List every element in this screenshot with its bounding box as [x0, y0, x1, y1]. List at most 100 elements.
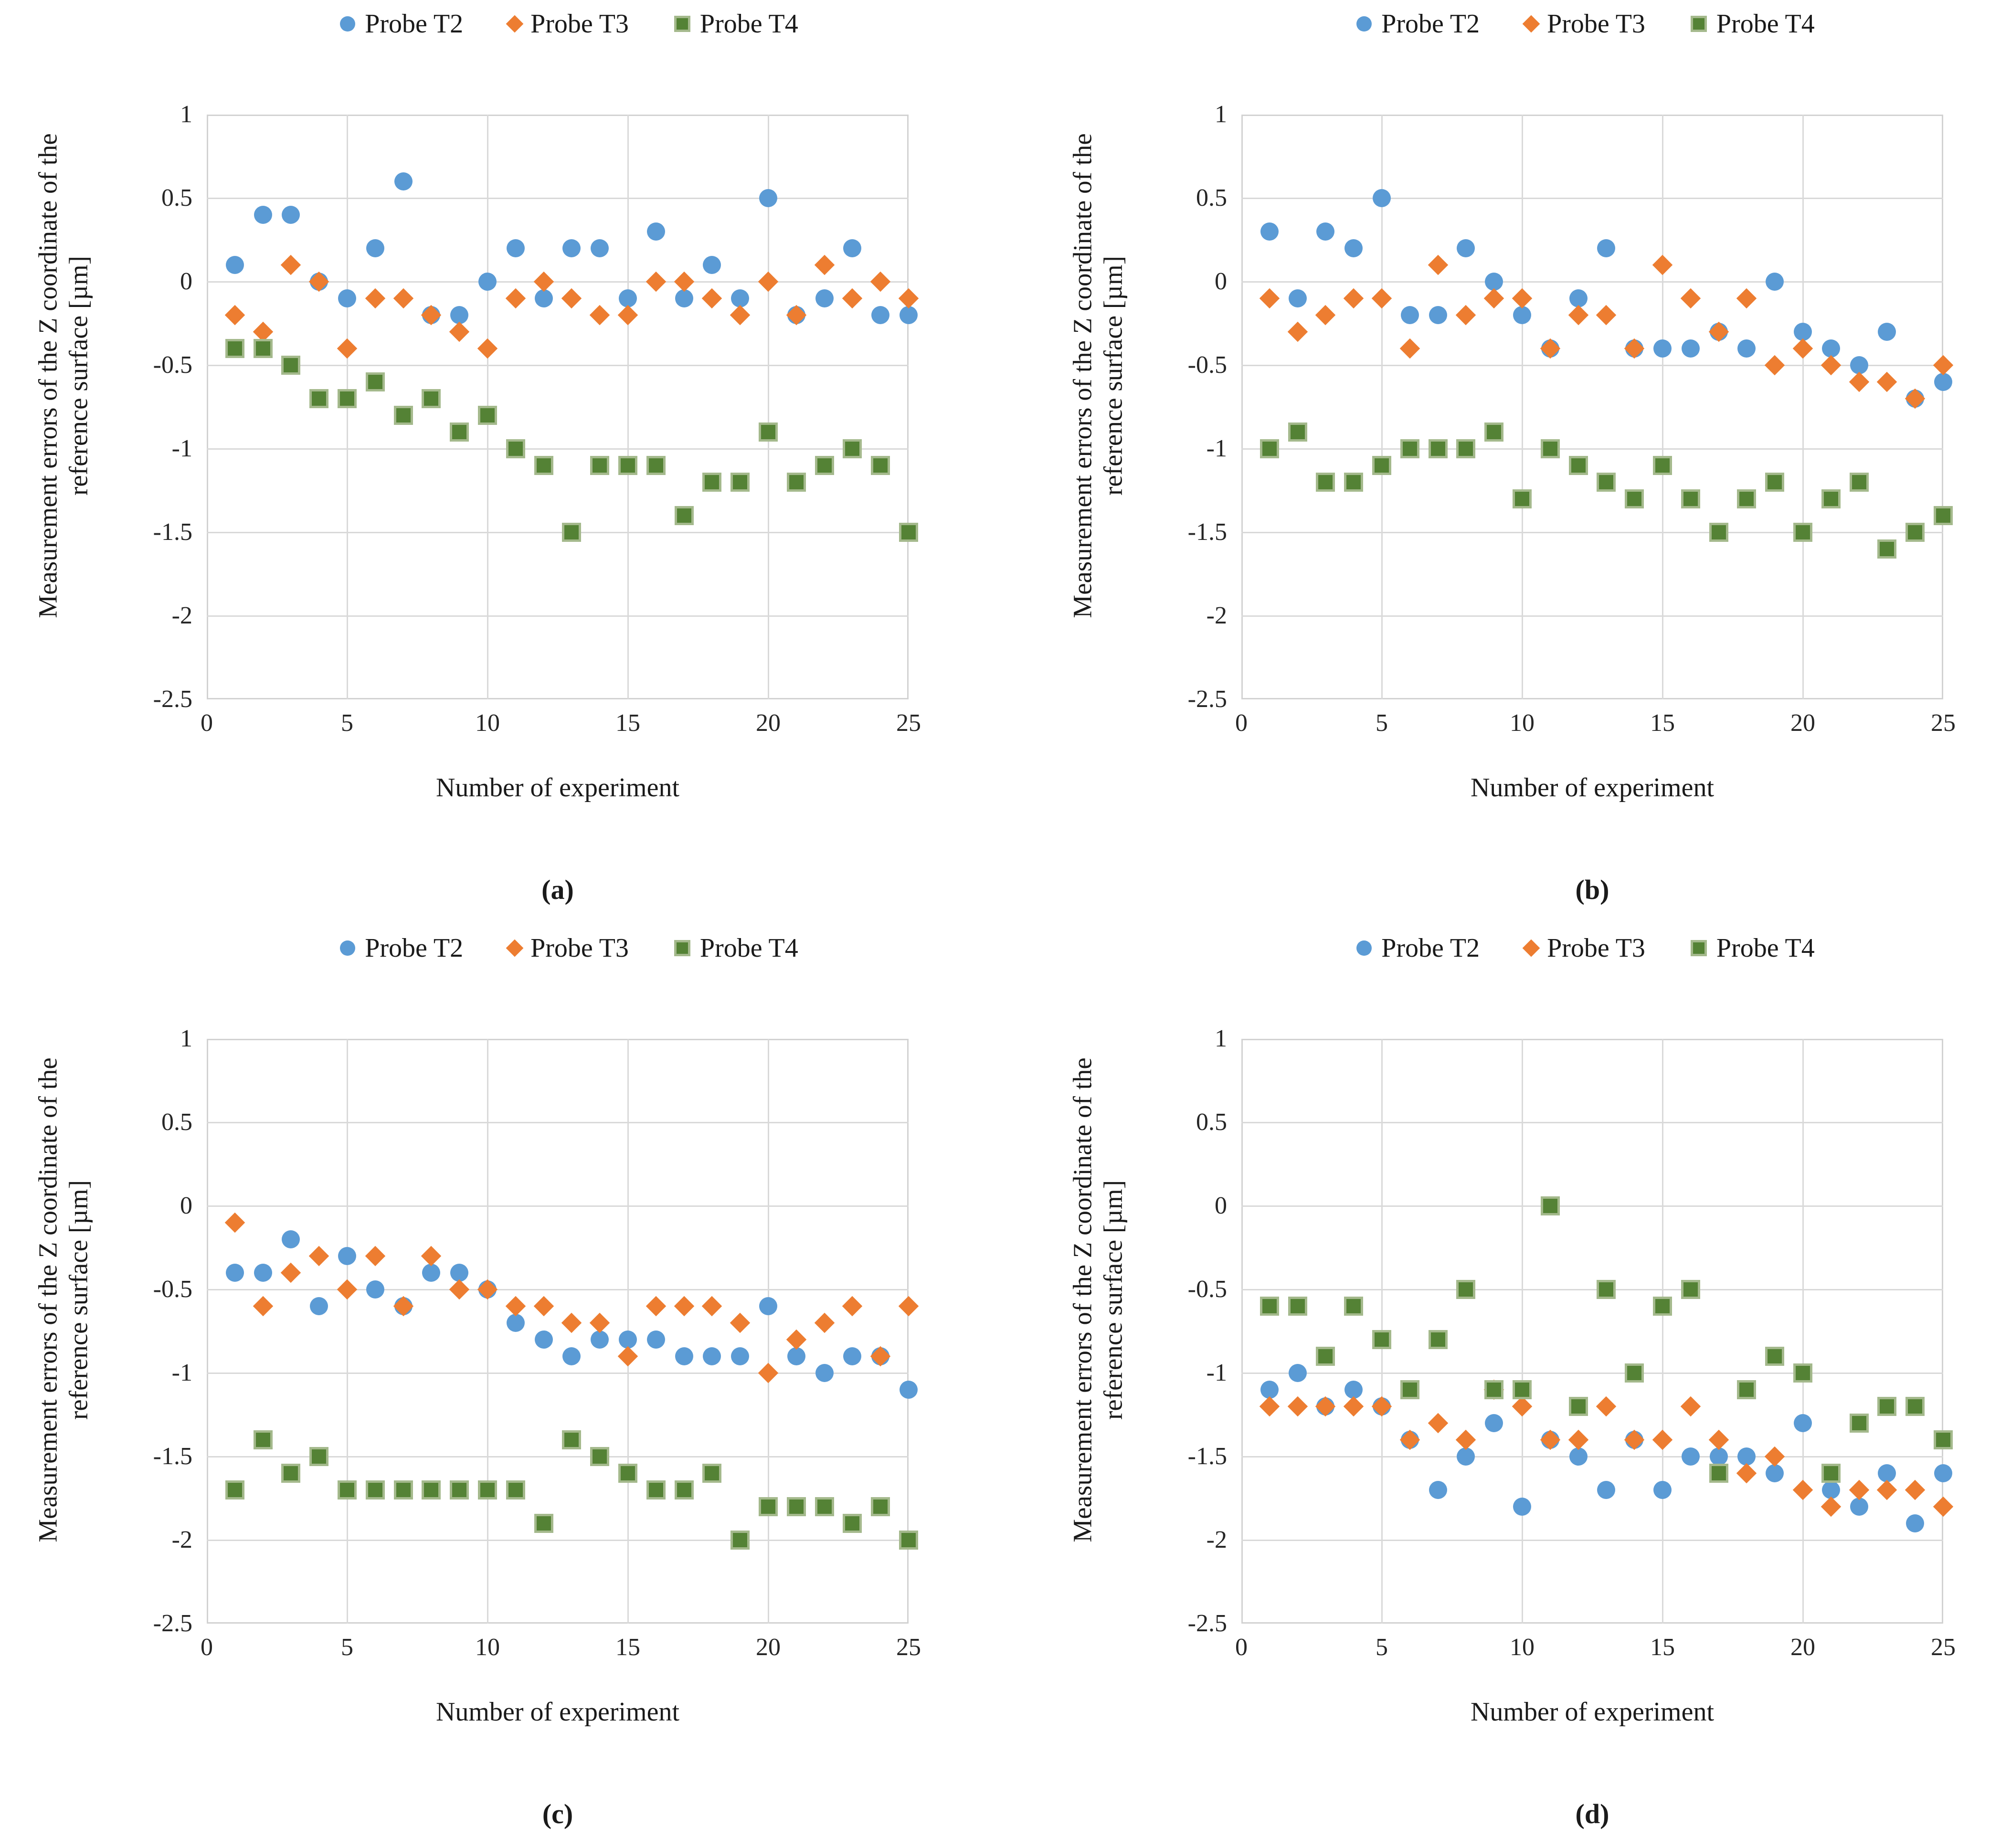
x-axis-title: Number of experiment	[1470, 1697, 1715, 1727]
data-point-probe-t4	[1709, 1464, 1728, 1483]
v-gridline	[1521, 115, 1523, 699]
data-point-probe-t2	[1681, 1447, 1700, 1466]
data-point-probe-t4	[450, 1480, 469, 1500]
data-point-probe-t4	[1428, 439, 1448, 458]
v-gridline	[346, 1039, 348, 1624]
probe-t2-marker-icon	[340, 16, 356, 32]
data-point-probe-t4	[843, 439, 862, 458]
data-point-probe-t2	[534, 289, 553, 307]
legend-item-probe-t4: Probe T4	[674, 933, 798, 963]
h-gridline	[207, 1205, 909, 1207]
data-point-probe-t2	[591, 1331, 609, 1349]
data-point-probe-t4	[1934, 1430, 1953, 1449]
data-point-probe-t2	[1794, 323, 1812, 341]
data-point-probe-t4	[1849, 1414, 1869, 1433]
data-point-probe-t4	[1681, 489, 1700, 508]
data-point-probe-t2	[1653, 1481, 1672, 1499]
x-tick-label: 25	[1931, 709, 1956, 737]
data-point-probe-t2	[394, 172, 413, 190]
data-point-probe-t2	[506, 239, 525, 257]
data-point-probe-t4	[759, 422, 778, 442]
data-point-probe-t4	[1456, 439, 1476, 458]
x-axis-title: Number of experiment	[435, 773, 680, 803]
legend-label: Probe T4	[699, 933, 798, 963]
data-point-probe-t4	[562, 523, 582, 542]
data-point-probe-t2	[1260, 1381, 1279, 1399]
x-tick-label: 10	[475, 1634, 500, 1661]
h-gridline	[207, 1288, 909, 1290]
legend-item-probe-t3: Probe T3	[1522, 9, 1645, 39]
data-point-probe-t4	[618, 456, 637, 475]
data-point-probe-t2	[1906, 1514, 1925, 1532]
data-point-probe-t2	[338, 289, 356, 307]
data-point-probe-t2	[338, 1247, 356, 1265]
h-gridline	[1241, 364, 1943, 366]
x-tick-label: 10	[1510, 1634, 1535, 1661]
data-point-probe-t4	[590, 1447, 610, 1466]
data-point-probe-t2	[619, 1331, 637, 1349]
legend-item-probe-t3: Probe T3	[1522, 933, 1645, 963]
data-point-probe-t4	[534, 456, 553, 475]
data-point-probe-t2	[254, 206, 272, 224]
v-gridline	[627, 115, 629, 699]
data-point-probe-t4	[1400, 439, 1419, 458]
x-tick-label: 20	[756, 1634, 781, 1661]
h-gridline	[207, 448, 909, 450]
data-point-probe-t4	[506, 1480, 525, 1500]
y-axis-title: Measurement errors of the Z coordinate o…	[33, 1057, 93, 1542]
x-tick-label: 25	[896, 709, 921, 737]
y-tick-label: -2.5	[153, 686, 192, 713]
x-tick-label: 15	[615, 709, 640, 737]
legend-label: Probe T3	[530, 933, 629, 963]
data-point-probe-t2	[1653, 339, 1672, 358]
data-point-probe-t4	[1821, 489, 1841, 508]
data-point-probe-t4	[478, 1480, 497, 1500]
data-point-probe-t4	[338, 1480, 357, 1500]
x-axis-title: Number of experiment	[435, 1697, 680, 1727]
probe-t2-marker-icon	[1356, 940, 1372, 956]
y-tick-label: -1.5	[153, 518, 192, 546]
x-tick-label: 15	[1650, 1634, 1675, 1661]
legend-item-probe-t2: Probe T2	[340, 933, 463, 963]
data-point-probe-t4	[618, 1464, 637, 1483]
legend: Probe T2 Probe T3 Probe T4	[995, 933, 1990, 963]
h-gridline	[207, 197, 909, 199]
data-point-probe-t4	[309, 389, 329, 408]
x-tick-label: 0	[1235, 709, 1248, 737]
data-point-probe-t4	[1344, 1297, 1364, 1316]
y-tick-label: -1.5	[153, 1443, 192, 1470]
data-point-probe-t4	[1484, 422, 1504, 442]
y-tick-label: -0.5	[1187, 351, 1227, 379]
data-point-probe-t2	[646, 222, 665, 241]
data-point-probe-t2	[1429, 306, 1447, 324]
y-tick-label: 0.5	[1196, 1109, 1227, 1136]
data-point-probe-t4	[1568, 456, 1588, 475]
data-point-probe-t2	[703, 256, 721, 274]
x-tick-label: 20	[1790, 709, 1815, 737]
data-point-probe-t2	[1513, 1498, 1531, 1516]
data-point-probe-t4	[1597, 473, 1616, 492]
h-gridline	[207, 1539, 909, 1541]
data-point-probe-t4	[1765, 1347, 1785, 1366]
data-point-probe-t4	[281, 1464, 301, 1483]
data-point-probe-t4	[253, 339, 273, 358]
y-tick-label: -0.5	[153, 351, 192, 379]
y-tick-label: -2.5	[1187, 1610, 1227, 1637]
y-tick-label: 0.5	[161, 184, 192, 211]
data-point-probe-t4	[646, 1480, 666, 1500]
h-gridline	[1241, 281, 1943, 283]
plot-area: Measurement errors of the Z coordinate o…	[1068, 101, 1956, 905]
data-point-probe-t2	[1288, 289, 1307, 307]
y-tick-label: 1	[1215, 101, 1227, 128]
data-point-probe-t4	[422, 1480, 441, 1500]
data-point-probe-t4	[365, 372, 385, 391]
legend-item-probe-t2: Probe T2	[1356, 9, 1480, 39]
data-point-probe-t2	[731, 289, 750, 307]
probe-t3-marker-icon	[506, 939, 524, 957]
plot-border	[207, 1039, 909, 1624]
v-gridline	[1802, 115, 1804, 699]
x-tick-label: 20	[756, 709, 781, 737]
legend-label: Probe T4	[1716, 933, 1815, 963]
y-tick-label: 0.5	[1196, 184, 1227, 211]
panel-caption: (a)	[541, 874, 574, 905]
